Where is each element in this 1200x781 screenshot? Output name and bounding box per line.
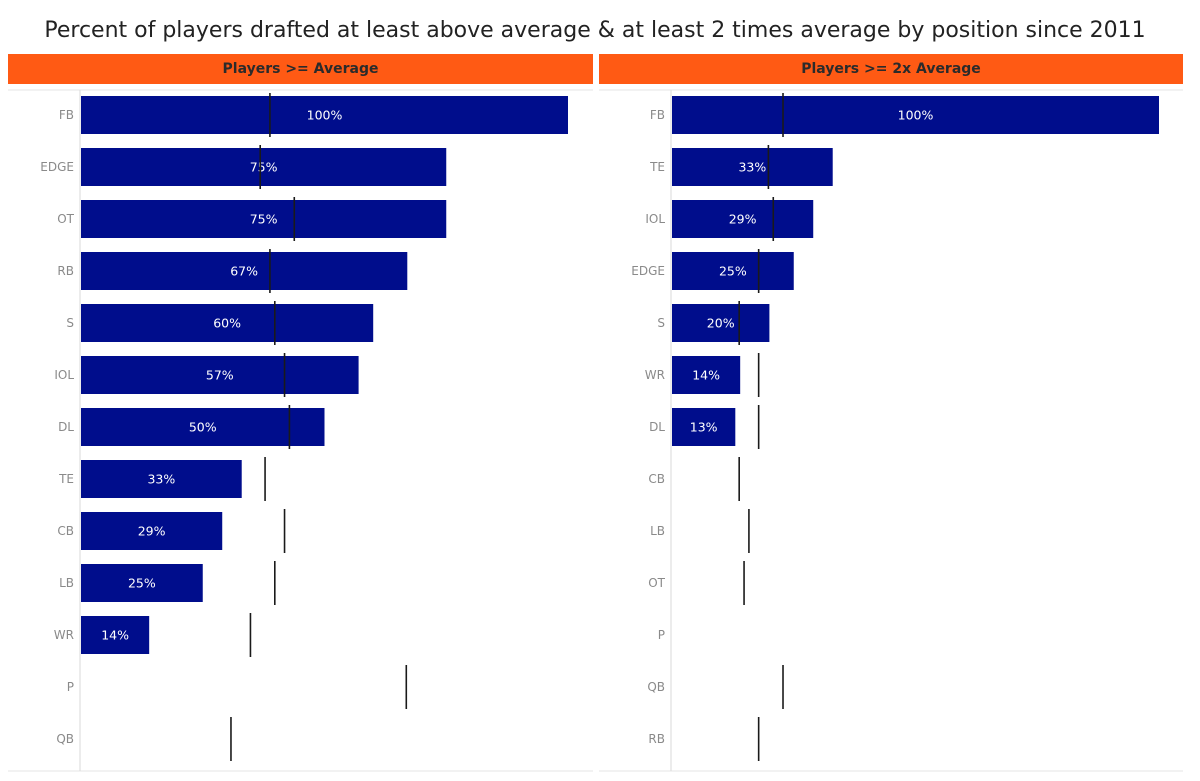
category-label-iol: IOL <box>645 212 665 226</box>
bar-dl <box>672 408 736 446</box>
bar-cb <box>81 512 223 550</box>
data-label-rb: 67% <box>230 264 258 279</box>
data-label-dl: 50% <box>189 420 217 435</box>
bar-lb <box>81 564 203 602</box>
bar-te <box>672 148 833 186</box>
bar-iol <box>81 356 359 394</box>
data-label-wr: 14% <box>101 628 129 643</box>
data-label-fb: 100% <box>898 108 934 123</box>
data-label-te: 33% <box>147 472 175 487</box>
category-label-cb: CB <box>57 524 74 538</box>
category-label-qb: QB <box>647 680 665 694</box>
category-label-lb: LB <box>59 576 74 590</box>
data-label-lb: 25% <box>128 576 156 591</box>
bar-edge <box>672 252 794 290</box>
data-label-ot: 75% <box>250 212 278 227</box>
category-label-edge: EDGE <box>40 160 74 174</box>
category-label-p: P <box>67 680 74 694</box>
bar-rb <box>81 252 408 290</box>
data-label-edge: 75% <box>250 160 278 175</box>
bar-wr <box>672 356 741 394</box>
category-label-lb: LB <box>650 524 665 538</box>
data-label-iol: 57% <box>206 368 234 383</box>
category-label-s: S <box>66 316 74 330</box>
category-label-edge: EDGE <box>631 264 665 278</box>
bar-edge <box>81 148 447 186</box>
bar-fb <box>672 96 1159 134</box>
category-label-dl: DL <box>649 420 665 434</box>
bar-wr <box>81 616 150 654</box>
data-label-s: 60% <box>213 316 241 331</box>
category-label-te: TE <box>649 160 665 174</box>
category-label-te: TE <box>58 472 74 486</box>
data-label-wr: 14% <box>692 368 720 383</box>
chart-title: Percent of players drafted at least abov… <box>44 18 1146 43</box>
category-label-wr: WR <box>54 628 74 642</box>
data-label-fb: 100% <box>307 108 343 123</box>
category-label-qb: QB <box>56 732 74 746</box>
bar-te <box>81 460 242 498</box>
panel-header-2x-average: Players >= 2x Average <box>599 54 1183 84</box>
bar-s <box>672 304 770 342</box>
category-label-rb: RB <box>648 732 665 746</box>
category-label-fb: FB <box>59 108 74 122</box>
data-label-edge: 25% <box>719 264 747 279</box>
category-label-iol: IOL <box>54 368 74 382</box>
category-label-wr: WR <box>645 368 665 382</box>
category-label-dl: DL <box>58 420 74 434</box>
category-label-ot: OT <box>57 212 74 226</box>
bar-s <box>81 304 374 342</box>
data-label-cb: 29% <box>138 524 166 539</box>
bar-ot <box>81 200 447 238</box>
bar-iol <box>672 200 814 238</box>
category-label-ot: OT <box>648 576 665 590</box>
category-label-s: S <box>657 316 665 330</box>
bar-chart-average: FB 100% EDGE 75% OT 75% RB 67% S 60% IOL 57% DL 50% TE… <box>8 89 593 772</box>
data-label-te: 33% <box>738 160 766 175</box>
category-label-fb: FB <box>650 108 665 122</box>
panel-header-average: Players >= Average <box>8 54 593 84</box>
category-label-rb: RB <box>57 264 74 278</box>
bar-chart-2x-average: FB 100% TE 33% IOL 29% EDGE 25% S 20% WR 14% DL 13% CB… <box>599 89 1183 772</box>
category-label-p: P <box>658 628 665 642</box>
category-label-cb: CB <box>648 472 665 486</box>
bar-fb <box>81 96 568 134</box>
data-label-s: 20% <box>707 316 735 331</box>
data-label-iol: 29% <box>729 212 757 227</box>
bar-dl <box>81 408 325 446</box>
data-label-dl: 13% <box>690 420 718 435</box>
